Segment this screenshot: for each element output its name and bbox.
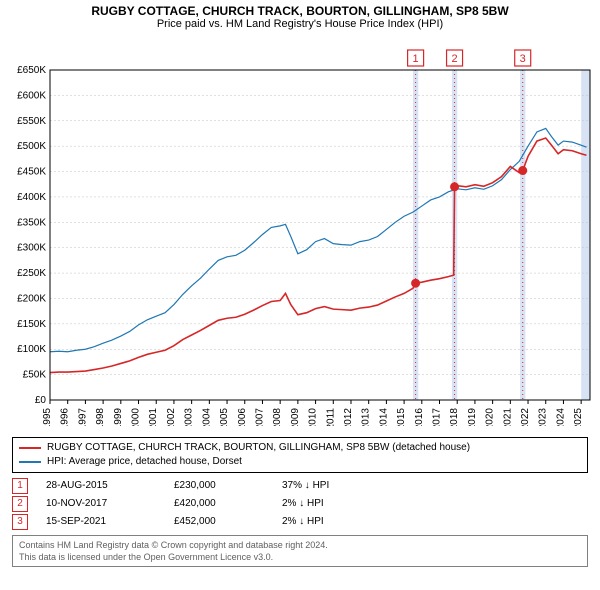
xtick-label: 2012 [343, 408, 354, 426]
xtick-label: 2016 [414, 408, 425, 426]
event-date: 28-AUG-2015 [46, 477, 156, 495]
xtick-label: 2022 [520, 408, 531, 426]
xtick-label: 2013 [361, 408, 372, 426]
xtick-label: 2007 [254, 408, 265, 426]
chart-subtitle: Price paid vs. HM Land Registry's House … [0, 18, 600, 32]
legend: RUGBY COTTAGE, CHURCH TRACK, BOURTON, GI… [12, 437, 588, 473]
xtick-label: 1999 [113, 408, 124, 426]
footer-line-1: Contains HM Land Registry data © Crown c… [19, 539, 581, 551]
xtick-label: 2024 [555, 408, 566, 426]
legend-row: HPI: Average price, detached house, Dors… [19, 455, 581, 469]
xtick-label: 2008 [272, 408, 283, 426]
event-table: 1 28-AUG-2015 £230,000 37% ↓ HPI 2 10-NOV-201… [12, 477, 588, 531]
xtick-label: 2003 [184, 408, 195, 426]
event-badge-inline: 1 [12, 478, 28, 494]
ytick-label: £400K [17, 192, 46, 203]
xtick-label: 2009 [290, 408, 301, 426]
event-delta: 2% ↓ HPI [282, 513, 324, 531]
xtick-label: 1997 [77, 408, 88, 426]
ytick-label: £0 [35, 395, 47, 406]
xtick-label: 2000 [131, 408, 142, 426]
event-delta: 37% ↓ HPI [282, 477, 329, 495]
ytick-label: £250K [17, 268, 46, 279]
ytick-label: £350K [17, 217, 46, 228]
event-badge-inline: 2 [12, 496, 28, 512]
xtick-label: 1996 [60, 408, 71, 426]
xtick-label: 2023 [538, 408, 549, 426]
event-price: £452,000 [174, 513, 264, 531]
legend-label: RUGBY COTTAGE, CHURCH TRACK, BOURTON, GI… [47, 441, 470, 455]
event-badge: 3 [520, 53, 526, 65]
xtick-label: 2021 [502, 408, 513, 426]
event-price: £230,000 [174, 477, 264, 495]
chart-title: RUGBY COTTAGE, CHURCH TRACK, BOURTON, GI… [0, 0, 600, 18]
ytick-label: £300K [17, 243, 46, 254]
xtick-label: 2020 [485, 408, 496, 426]
xtick-label: 2017 [432, 408, 443, 426]
ytick-label: £100K [17, 344, 46, 355]
ytick-label: £550K [17, 116, 46, 127]
xtick-label: 2025 [573, 408, 584, 426]
xtick-label: 2002 [166, 408, 177, 426]
xtick-label: 2006 [237, 408, 248, 426]
xtick-label: 2015 [396, 408, 407, 426]
event-delta: 2% ↓ HPI [282, 495, 324, 513]
xtick-label: 1998 [95, 408, 106, 426]
xtick-label: 1995 [42, 408, 53, 426]
xtick-label: 2005 [219, 408, 230, 426]
xtick-label: 2010 [308, 408, 319, 426]
event-row: 1 28-AUG-2015 £230,000 37% ↓ HPI [12, 477, 588, 495]
xtick-label: 2011 [325, 408, 336, 426]
xtick-label: 2019 [467, 408, 478, 426]
event-row: 3 15-SEP-2021 £452,000 2% ↓ HPI [12, 513, 588, 531]
ytick-label: £150K [17, 319, 46, 330]
ytick-label: £600K [17, 90, 46, 101]
footer-line-2: This data is licensed under the Open Gov… [19, 551, 581, 563]
legend-label: HPI: Average price, detached house, Dors… [47, 455, 242, 469]
legend-swatch [19, 447, 41, 449]
attribution-footer: Contains HM Land Registry data © Crown c… [12, 535, 588, 567]
event-badge: 1 [413, 53, 419, 65]
event-badge: 2 [451, 53, 457, 65]
ytick-label: £500K [17, 141, 46, 152]
price-chart: £0 £50K £100K £150K £200K £250K £300K £350K £400… [0, 32, 600, 426]
event-row: 2 10-NOV-2017 £420,000 2% ↓ HPI [12, 495, 588, 513]
event-badge-inline: 3 [12, 514, 28, 530]
legend-swatch [19, 461, 41, 463]
event-date: 10-NOV-2017 [46, 495, 156, 513]
legend-row: RUGBY COTTAGE, CHURCH TRACK, BOURTON, GI… [19, 441, 581, 455]
xtick-label: 2018 [449, 408, 460, 426]
event-price: £420,000 [174, 495, 264, 513]
ytick-label: £200K [17, 293, 46, 304]
ytick-label: £650K [17, 65, 46, 76]
xtick-label: 2004 [201, 408, 212, 426]
xtick-label: 2014 [378, 408, 389, 426]
ytick-label: £50K [23, 370, 47, 381]
xtick-label: 2001 [148, 408, 159, 426]
ytick-label: £450K [17, 167, 46, 178]
event-date: 15-SEP-2021 [46, 513, 156, 531]
